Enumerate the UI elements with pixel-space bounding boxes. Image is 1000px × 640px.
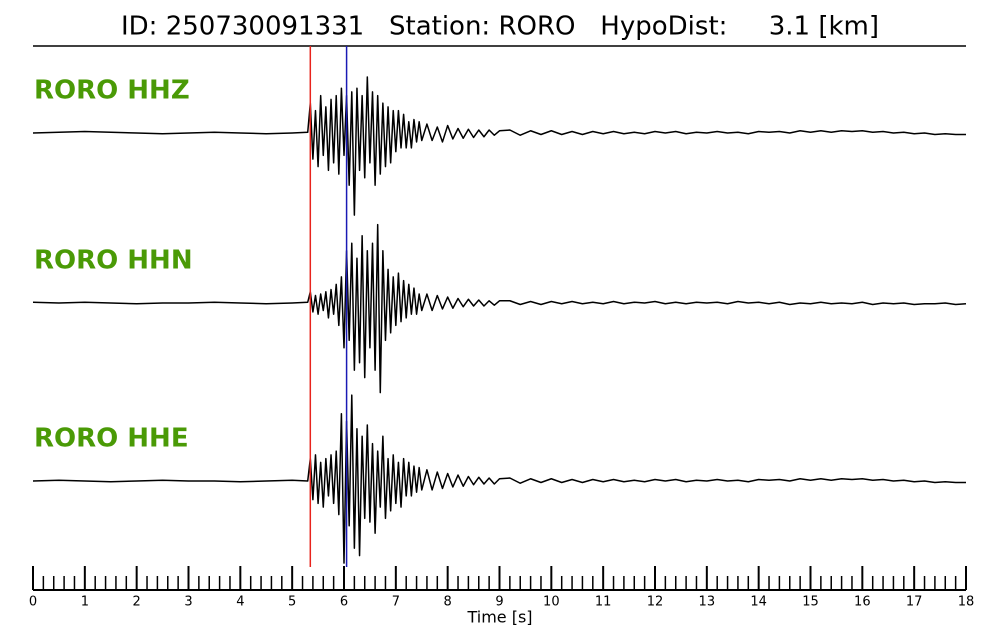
x-axis-label: Time [s] [466,608,532,627]
x-tick-label: 6 [340,595,348,610]
x-tick-label: 12 [647,595,664,610]
trace-label: RORO HHZ [34,76,190,106]
x-tick-label: 8 [444,595,452,610]
chart-title: ID: 250730091331 Station: RORO HypoDist:… [121,12,879,42]
x-tick-label: 3 [184,595,192,610]
x-tick-label: 1 [81,595,89,610]
trace [32,76,966,216]
x-tick-label: 11 [595,595,612,610]
x-tick-label: 5 [288,595,296,610]
x-tick-label: 17 [906,595,923,610]
x-tick-label: 2 [133,595,141,610]
x-tick-label: 9 [495,595,503,610]
x-tick-label: 16 [854,595,871,610]
x-tick-label: 13 [699,595,716,610]
trace-label: RORO HHE [34,424,189,454]
trace [32,394,966,564]
trace-label: RORO HHN [34,246,193,276]
trace [32,223,967,394]
x-tick-label: 15 [802,595,819,610]
x-tick-label: 14 [750,595,767,610]
x-tick-label: 4 [236,595,244,610]
x-tick-label: 10 [543,595,560,610]
x-tick-label: 0 [29,595,37,610]
x-tick-label: 18 [958,595,975,610]
x-tick-label: 7 [392,595,400,610]
